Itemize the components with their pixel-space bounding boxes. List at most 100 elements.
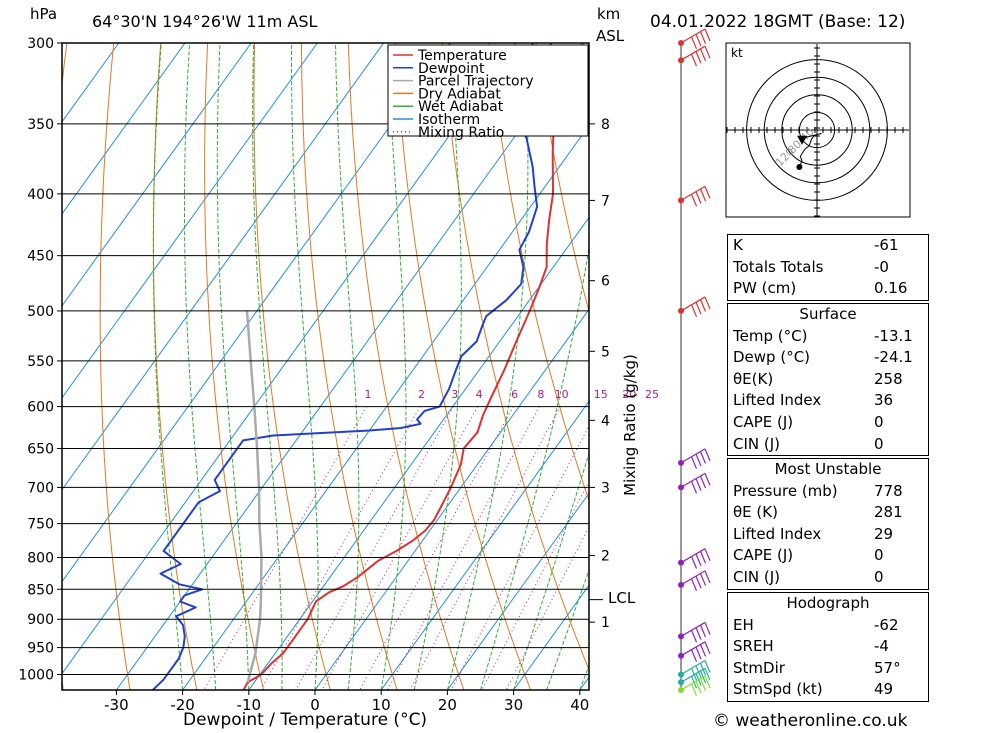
panel-row-value: -4 xyxy=(874,637,889,656)
panel-row-value: 0 xyxy=(874,434,884,453)
wind-barb xyxy=(680,296,711,317)
wind-barb-flag xyxy=(690,304,698,317)
pressure-tick-label: 800 xyxy=(27,550,54,566)
series-dewpoint xyxy=(152,43,540,690)
wet-adiabat-line xyxy=(335,43,360,690)
wind-barb-staff xyxy=(680,28,706,44)
wind-barb-flag xyxy=(699,573,707,586)
wet-adiabat-line xyxy=(413,43,462,690)
wind-barb-flag xyxy=(699,551,707,564)
panel-row-value: 0 xyxy=(874,412,884,431)
mixing-ratio-label: 15 xyxy=(594,388,608,401)
wind-barb-staff xyxy=(680,185,706,201)
wind-barb-flag xyxy=(704,296,711,310)
isotherm-line xyxy=(62,43,385,491)
wind-barb-flag xyxy=(704,622,711,635)
wind-barb-flag xyxy=(699,31,707,44)
datetime-title: 04.01.2022 18GMT (Base: 12) xyxy=(650,12,906,32)
panel-row-value: 57° xyxy=(874,658,901,677)
legend-label: Parcel Trajectory xyxy=(418,74,534,90)
wind-barb-flag xyxy=(695,191,702,204)
wind-barb-staff xyxy=(680,472,706,488)
km-unit-label: km xyxy=(597,5,621,23)
pressure-tick-label: 500 xyxy=(27,304,54,320)
panel-row-label: Dewp (°C) xyxy=(733,348,811,367)
mixing-ratio-line xyxy=(481,480,589,690)
pressure-tick-label: 350 xyxy=(27,117,54,133)
wind-barb-flag xyxy=(704,641,711,655)
isotherm-line xyxy=(62,43,318,399)
panel-row: EH -62 xyxy=(728,615,928,637)
asl-unit-label: ASL xyxy=(596,27,625,45)
pressure-tick-label: 650 xyxy=(27,442,54,458)
wind-barb xyxy=(680,185,711,207)
hodograph-kt-label: kt xyxy=(731,46,743,60)
wet-adiabat-line xyxy=(152,43,184,690)
wind-barb-staff xyxy=(680,641,706,657)
isotherm-line xyxy=(314,308,589,690)
wind-barb-staff xyxy=(680,621,706,637)
wet-adiabat-line xyxy=(216,43,250,690)
wet-adiabat-line xyxy=(291,43,319,690)
legend-label: Dry Adiabat xyxy=(418,86,501,102)
wind-barb-flag xyxy=(690,193,698,207)
panel-row-label: θE(K) xyxy=(733,369,774,388)
panel-title: Most Unstable xyxy=(774,460,882,478)
wind-barb-flag xyxy=(690,649,698,662)
wind-barb-flag xyxy=(699,624,707,638)
isotherm-line xyxy=(248,216,589,690)
pressure-tick-label: 600 xyxy=(27,400,54,416)
dry-adiabat-line xyxy=(959,43,1000,690)
mixing-ratio-line xyxy=(203,406,367,690)
wind-barb-flag xyxy=(704,45,711,59)
wind-barb-flag xyxy=(704,675,711,689)
wind-barb-staff xyxy=(680,296,706,312)
wind-barb-flag xyxy=(695,478,702,491)
temp-tick-label: 20 xyxy=(438,696,457,714)
panel-row: Lifted Index 29 xyxy=(728,524,928,546)
wet-adiabat-line xyxy=(184,43,217,690)
location-title: 64°30'N 194°26'W 11m ASL xyxy=(92,12,318,31)
wind-barb-flag xyxy=(695,453,702,467)
panel-row-value: -62 xyxy=(874,615,899,634)
temp-tick-label: -20 xyxy=(170,696,195,714)
isotherm-line xyxy=(62,43,186,215)
panel-row: Temp (°C) -13.1 xyxy=(728,326,928,348)
panel-row-value: 0 xyxy=(874,546,884,565)
wind-barb-staff xyxy=(680,659,706,676)
mixing-ratio-label: 20 xyxy=(622,388,636,401)
indices-panel: K -61 Totals Totals -0 PW (cm) 0.16 xyxy=(727,234,929,301)
mixing-ratio-label: 8 xyxy=(537,388,544,401)
wind-barb xyxy=(680,621,711,643)
panel-row-label: SREH xyxy=(733,637,774,656)
panel-row: StmSpd (kt) 49 xyxy=(728,679,928,701)
hodograph-trace xyxy=(798,133,822,168)
panel-row-label: K xyxy=(733,236,743,254)
wind-barb-flag xyxy=(704,28,711,42)
plot-area xyxy=(62,43,1000,690)
panel-row: CAPE (J) 0 xyxy=(728,545,928,567)
mixing-ratio-line xyxy=(260,406,421,690)
panel-row-label: CAPE (J) xyxy=(733,546,794,565)
pressure-tick-label: 750 xyxy=(27,517,54,533)
mixing-ratio-line xyxy=(505,525,589,690)
isotherm-line xyxy=(62,43,517,675)
wind-barb-staff xyxy=(680,570,706,586)
dry-adiabat-line xyxy=(535,43,589,314)
series-temperature xyxy=(242,43,555,690)
panel-row: θE (K) 281 xyxy=(728,502,928,524)
wind-barb-flag xyxy=(704,570,711,584)
temp-tick-label: -10 xyxy=(237,696,262,714)
panel-title: Hodograph xyxy=(786,594,870,612)
dry-adiabat-line xyxy=(347,43,465,690)
panel-row-value: 0.16 xyxy=(874,279,908,298)
wind-barb-flag xyxy=(690,556,698,569)
isotherm-line xyxy=(182,124,589,690)
panel-row: Dewp (°C) -24.1 xyxy=(728,347,928,369)
mixing-ratio-line xyxy=(321,406,479,690)
isotherm-line xyxy=(62,43,252,307)
wind-barb-flag xyxy=(695,301,702,315)
panel-row-value: -61 xyxy=(874,236,899,254)
hodograph-panel: Hodograph EH -62 SREH -4 StmDir 57° StmSpd (kt)… xyxy=(727,592,929,702)
panel-row-value: -13.1 xyxy=(874,326,913,345)
